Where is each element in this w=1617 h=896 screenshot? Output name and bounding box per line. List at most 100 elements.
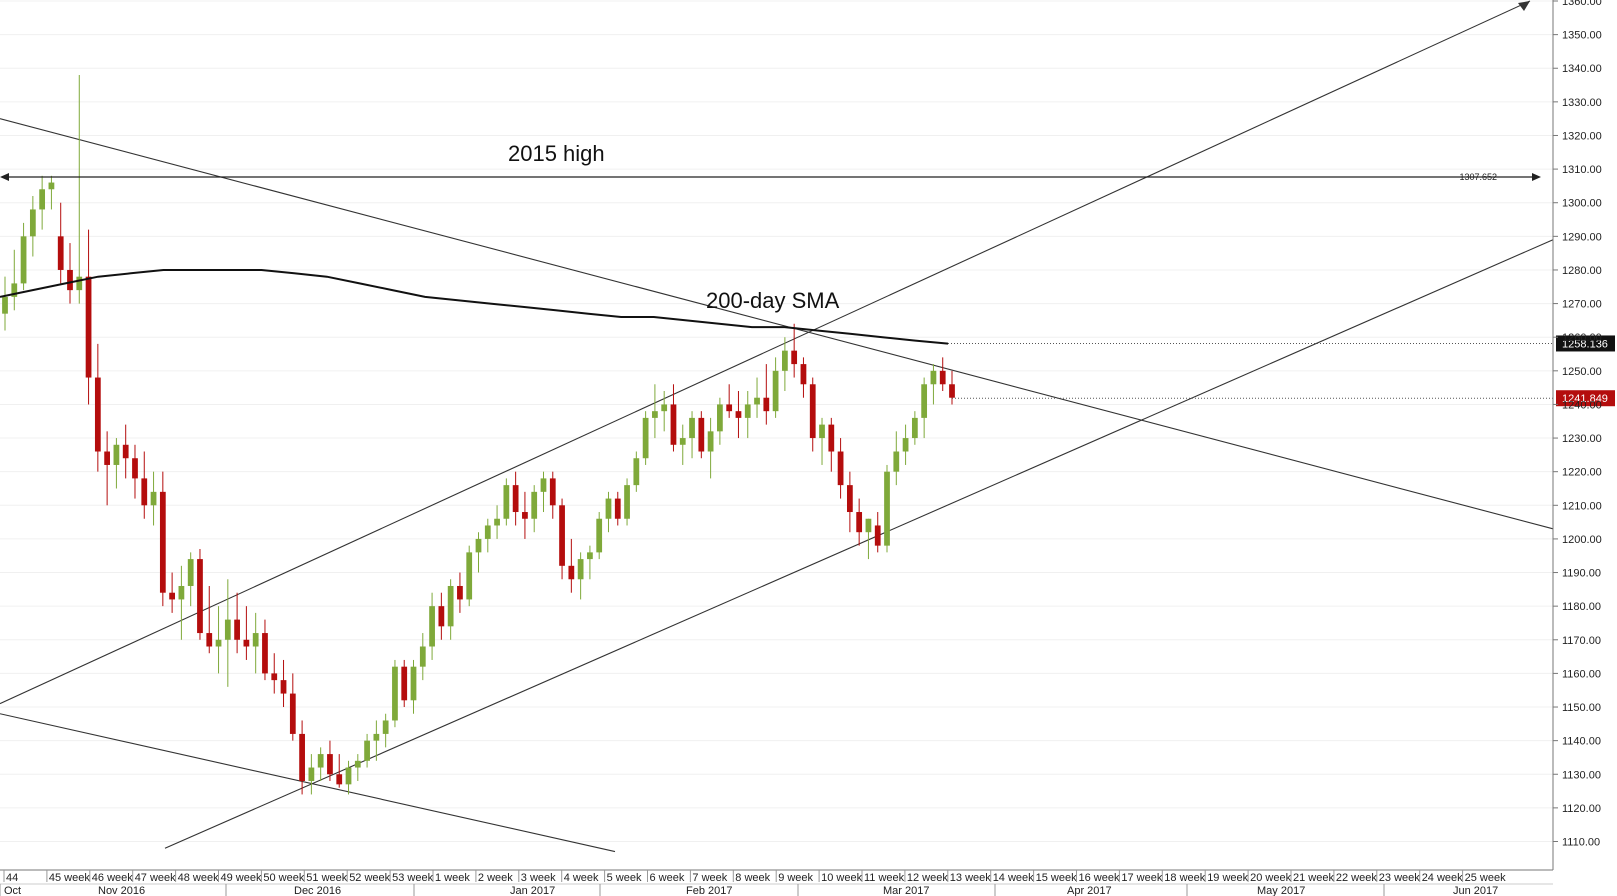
candle-body — [884, 471, 890, 546]
x-week-label: 15 week — [1036, 872, 1077, 884]
x-week-label: 47 week — [135, 872, 176, 884]
candle-body — [865, 518, 872, 533]
x-week-label: 2 week — [478, 872, 513, 884]
candle-body — [809, 384, 816, 439]
x-week-label: 19 week — [1207, 872, 1248, 884]
candle-body — [466, 552, 473, 600]
y-tick-label: 1220.00 — [1562, 467, 1602, 479]
candle-body — [76, 276, 83, 291]
candle-body — [132, 458, 138, 479]
candle-body — [354, 760, 361, 768]
candle-body — [215, 639, 222, 647]
candle-body — [846, 485, 853, 513]
candle-body — [531, 491, 538, 519]
candle-body — [596, 518, 603, 553]
candle-body — [930, 370, 937, 385]
candle-body — [410, 666, 417, 701]
candle-body — [308, 767, 315, 781]
y-tick-label: 1330.00 — [1562, 97, 1602, 109]
x-week-label: 50 week — [263, 872, 304, 884]
y-tick-label: 1140.00 — [1562, 736, 1601, 748]
candle-body — [224, 619, 231, 640]
candle-body — [11, 283, 18, 297]
candle-body — [559, 505, 565, 566]
candle-body — [392, 666, 398, 721]
grid-lines — [0, 0, 1553, 842]
x-month-label: Oct — [4, 885, 21, 896]
candle-body — [85, 276, 92, 378]
sma-line — [0, 269, 949, 345]
x-week-label: 46 week — [92, 872, 133, 884]
x-week-label: 44 — [6, 872, 18, 884]
candle-body — [29, 209, 36, 237]
candle-body — [419, 646, 426, 667]
candle-body — [67, 269, 73, 291]
x-week-label: 14 week — [993, 872, 1034, 884]
candle-body — [587, 552, 593, 560]
candle-body — [252, 633, 259, 647]
x-week-label: 3 week — [521, 872, 556, 884]
candle-body — [828, 424, 835, 452]
candle-body — [438, 606, 445, 627]
candle-body — [289, 693, 296, 734]
candle-body — [197, 559, 203, 634]
candle-body — [39, 189, 46, 210]
candle-body — [772, 370, 779, 412]
x-axis: 44 45 week 46 week 47 week 48 week 49 week 50 … — [0, 869, 1553, 896]
candle-body — [698, 417, 705, 452]
y-tick-label: 1130.00 — [1562, 769, 1601, 781]
x-week-label: 51 week — [306, 872, 347, 884]
candle-body — [234, 619, 240, 640]
left-arrow-icon — [0, 172, 9, 181]
candle-body — [429, 606, 435, 647]
y-tick-label: 1270.00 — [1562, 299, 1602, 311]
candle-body — [317, 754, 324, 768]
annotation-2015-high: 2015 high — [508, 141, 605, 166]
candle-body — [401, 666, 408, 701]
candle-body — [689, 417, 695, 439]
candle-body — [364, 740, 370, 761]
x-week-label: 16 week — [1079, 872, 1120, 884]
trendlines — [0, 0, 1554, 853]
y-tick-label: 1320.00 — [1562, 130, 1602, 142]
candle-body — [670, 404, 677, 445]
candle-body — [652, 411, 658, 418]
candle-body — [94, 377, 101, 452]
y-tick-label: 1150.00 — [1562, 702, 1601, 714]
x-month-label: Nov 2016 — [98, 885, 145, 896]
candle-body — [856, 512, 863, 533]
y-tick-label: 1160.00 — [1562, 668, 1601, 680]
candle-body — [744, 404, 751, 418]
candle-body — [568, 565, 575, 580]
x-week-label: 45 week — [49, 872, 90, 884]
sma-200-line — [0, 269, 949, 345]
right-arrow-icon — [1532, 172, 1541, 181]
candle-body — [336, 774, 343, 785]
y-tick-label: 1210.00 — [1562, 500, 1602, 512]
x-month-label: Feb 2017 — [686, 885, 732, 896]
candle-body — [614, 498, 621, 519]
candle-body — [624, 485, 630, 519]
candle-body — [484, 525, 491, 539]
x-week-label: 12 week — [907, 872, 948, 884]
x-week-label: 10 week — [821, 872, 862, 884]
candle-body — [522, 512, 528, 519]
y-tick-label: 1280.00 — [1562, 265, 1602, 277]
y-tick-label: 1300.00 — [1562, 198, 1602, 210]
trendline — [0, 0, 1531, 705]
y-tick-label: 1260.00 — [1562, 332, 1602, 344]
candle-body — [921, 384, 928, 418]
x-week-label: 7 week — [692, 872, 727, 884]
x-week-label: 13 week — [950, 872, 991, 884]
candle-body — [763, 397, 770, 412]
x-week-label: 17 week — [1121, 872, 1162, 884]
candle-body — [48, 182, 55, 190]
candle-body — [104, 451, 111, 465]
y-tick-label: 1170.00 — [1562, 635, 1601, 647]
candle-body — [754, 397, 760, 405]
last-price-tag-label: 1241.849 — [1562, 393, 1608, 405]
candle-body — [345, 767, 352, 785]
candle-body — [782, 350, 788, 371]
candle-body — [113, 444, 120, 465]
